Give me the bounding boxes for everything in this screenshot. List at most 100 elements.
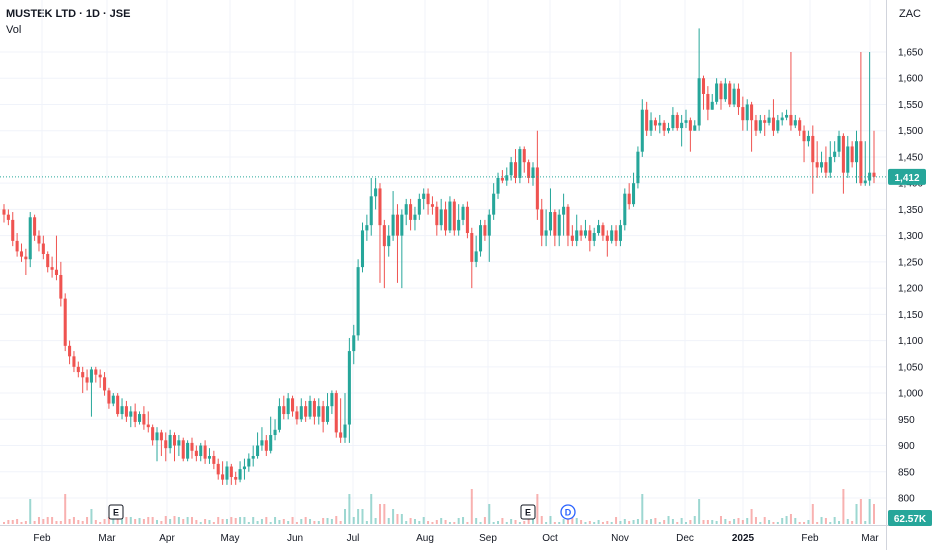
candle <box>688 117 692 152</box>
candle-body <box>854 141 859 163</box>
volume-bar <box>269 522 272 524</box>
candle <box>828 141 832 178</box>
candle <box>264 435 268 457</box>
candle-body <box>457 219 461 231</box>
volume-bar <box>361 509 364 524</box>
candle-body <box>841 135 845 173</box>
candle <box>212 450 216 470</box>
candle <box>785 109 789 121</box>
candle-body <box>365 225 369 231</box>
candle <box>522 146 526 173</box>
earnings-marker[interactable]: E <box>520 504 536 520</box>
y-tick-label: 1,500 <box>898 126 923 137</box>
volume-bar <box>623 519 626 524</box>
volume-bar <box>405 521 408 524</box>
candle-body <box>382 225 386 247</box>
candle <box>706 86 710 121</box>
volume-bar <box>571 517 574 524</box>
candle <box>395 204 399 283</box>
candle <box>732 83 736 108</box>
volume-bar <box>3 522 5 524</box>
dividend-marker[interactable]: D <box>560 504 576 520</box>
candle <box>151 424 155 446</box>
volume-bar <box>427 521 430 524</box>
x-tick-label: Feb <box>801 533 819 544</box>
candle-body <box>846 146 850 173</box>
volume-bar <box>99 522 102 524</box>
candle <box>387 225 391 257</box>
volume-bar <box>479 522 482 524</box>
candle-body <box>85 377 89 383</box>
volume-bar <box>746 518 749 524</box>
candle-body <box>207 456 212 459</box>
volume-bar <box>121 517 124 524</box>
volume-bar <box>619 521 622 524</box>
candle <box>570 225 574 247</box>
volume-bar <box>365 521 368 524</box>
candle-body <box>474 251 478 262</box>
candle <box>247 453 251 472</box>
last-price-text: 1,412 <box>894 173 919 184</box>
candle-body <box>168 435 172 449</box>
volume-bar <box>330 519 333 524</box>
candle <box>789 52 793 131</box>
candle <box>754 114 758 136</box>
candle <box>273 419 277 441</box>
candle <box>155 427 159 462</box>
candle-body <box>706 93 710 110</box>
volume-bar <box>667 516 670 524</box>
candle <box>133 403 137 428</box>
candle-body <box>216 463 220 475</box>
candle <box>321 400 325 433</box>
volume-bar <box>698 499 701 524</box>
volume-bar <box>107 517 110 524</box>
candle-body <box>701 78 706 94</box>
x-tick-label: Jun <box>287 533 303 544</box>
candle-body <box>723 83 727 100</box>
volume-bar <box>654 518 657 524</box>
candle <box>671 107 675 131</box>
candle <box>806 130 810 147</box>
candle <box>859 52 863 186</box>
candle-body <box>242 466 246 470</box>
x-tick-label: Oct <box>542 533 558 544</box>
candle <box>837 130 841 157</box>
candle-body <box>133 411 137 422</box>
earnings-marker[interactable]: E <box>108 504 124 520</box>
volume-bar <box>846 519 849 524</box>
candle-body <box>548 212 553 231</box>
candle-body <box>317 406 321 417</box>
candle <box>6 209 10 226</box>
candle-body <box>347 351 351 425</box>
volume-bar <box>212 522 215 524</box>
volume-bar <box>864 521 867 524</box>
candle <box>666 122 671 134</box>
candle-body <box>513 162 518 178</box>
volume-bar <box>370 494 373 524</box>
candle <box>487 209 491 262</box>
candle <box>513 149 518 184</box>
currency-label[interactable]: ZAC <box>899 8 921 20</box>
volume-bar <box>658 522 661 524</box>
candle-body <box>81 372 85 378</box>
svg-text:D: D <box>565 508 572 518</box>
candle-body <box>417 198 421 215</box>
candle-body <box>46 254 50 268</box>
candle-body <box>522 149 526 163</box>
volume-bar <box>518 522 521 524</box>
candle <box>2 204 6 223</box>
candle <box>802 125 806 163</box>
candle <box>304 400 308 422</box>
candle-body <box>387 235 391 247</box>
candle <box>164 432 168 462</box>
candle <box>448 196 452 234</box>
candle <box>531 162 535 186</box>
candle <box>54 235 58 281</box>
candle-body <box>325 406 330 422</box>
volume-bar <box>706 520 709 524</box>
volume-bar <box>816 522 819 524</box>
candle-body <box>614 230 618 241</box>
candle-body <box>212 456 216 464</box>
candle <box>116 393 120 417</box>
